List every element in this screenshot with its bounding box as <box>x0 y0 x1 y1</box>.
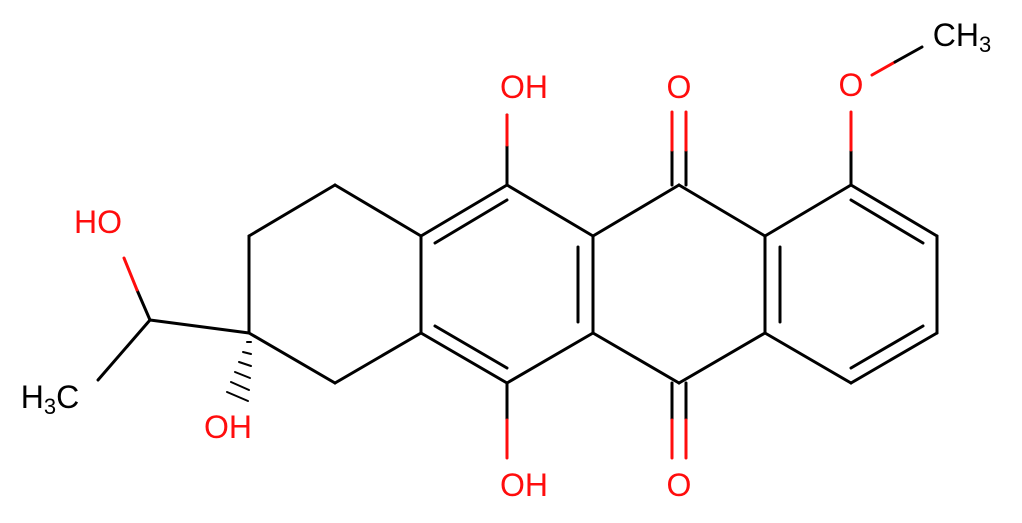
atom-labels: OH O O CH3 HO H3C OH OH O <box>21 17 991 503</box>
bonds <box>96 45 939 460</box>
atom-label: OH <box>500 467 548 503</box>
atom-label: OH <box>204 409 252 445</box>
atom-label: H3C <box>21 379 79 418</box>
atom-label: HO <box>74 204 122 240</box>
atom-label: OH <box>500 69 548 105</box>
atom-label: O <box>839 67 864 103</box>
atom-label: O <box>667 69 692 105</box>
atom-label: O <box>667 467 692 503</box>
atom-label: CH3 <box>933 17 991 56</box>
